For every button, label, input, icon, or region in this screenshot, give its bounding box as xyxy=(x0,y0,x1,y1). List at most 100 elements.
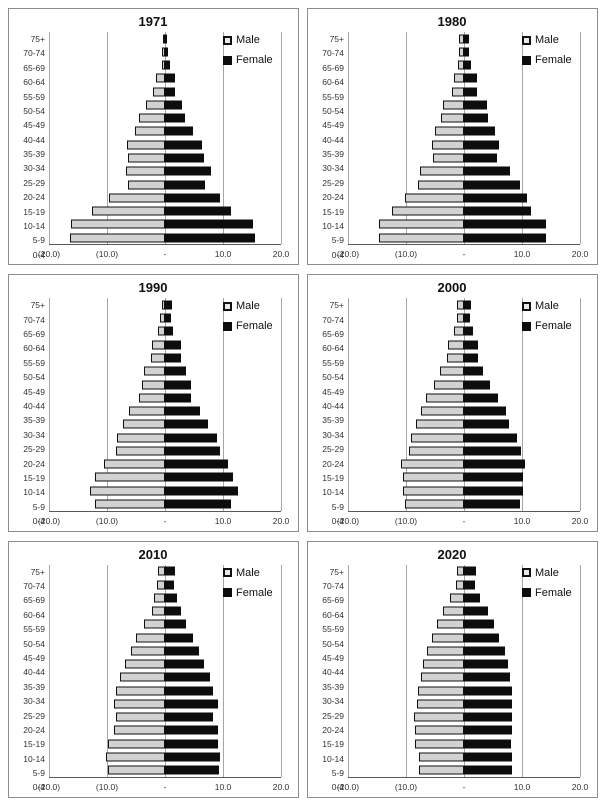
bar-row xyxy=(348,85,580,98)
legend-label: Female xyxy=(236,54,273,66)
bar-row xyxy=(348,112,580,125)
legend-item-female: Female xyxy=(223,320,273,332)
bar-row xyxy=(348,684,580,697)
male-bar xyxy=(446,353,464,363)
male-bar xyxy=(418,765,464,775)
x-tick-label: (10.0) xyxy=(95,249,119,260)
x-tick-label: (20.0) xyxy=(37,249,61,260)
x-tick-label: 10.0 xyxy=(513,782,531,792)
gridline xyxy=(107,564,108,777)
legend-label: Female xyxy=(535,54,572,66)
age-group-label: 60-64 xyxy=(23,77,45,88)
bar-row xyxy=(348,45,580,58)
male-bar xyxy=(400,459,464,469)
age-group-label: 45-49 xyxy=(23,386,45,397)
age-group-label: 60-64 xyxy=(322,609,344,620)
female-bar xyxy=(464,340,478,350)
bar-row xyxy=(49,578,281,591)
male-bar xyxy=(403,472,464,482)
bar-row xyxy=(49,378,281,391)
male-bar xyxy=(435,126,464,136)
male-bar xyxy=(161,60,165,70)
bar-row xyxy=(348,711,580,724)
age-group-label: 30-34 xyxy=(23,429,45,440)
x-tick-label: 10.0 xyxy=(214,782,232,792)
age-group-label: 5-9 xyxy=(32,235,45,246)
x-tick-label: (10.0) xyxy=(394,782,418,792)
age-group-label: 5-9 xyxy=(331,501,344,512)
age-group-label: 50-54 xyxy=(23,638,45,649)
male-swatch-icon xyxy=(522,301,531,311)
bar-row xyxy=(49,351,281,364)
gridline xyxy=(223,564,224,777)
male-bar xyxy=(403,486,464,496)
legend-item-male: Male xyxy=(522,567,572,579)
male-bar xyxy=(113,699,165,709)
gridline xyxy=(464,564,465,777)
male-bar xyxy=(443,100,464,110)
age-group-label: 55-59 xyxy=(23,91,45,102)
female-bar xyxy=(165,313,171,323)
plot-area: Male Female xyxy=(348,564,581,778)
bar-row xyxy=(348,591,580,604)
x-tick-label: 20.0 xyxy=(571,782,589,792)
age-group-label: 40-44 xyxy=(23,134,45,145)
male-bar xyxy=(457,300,464,310)
female-bar xyxy=(464,672,510,682)
age-group-label: 60-64 xyxy=(322,343,344,354)
female-bar xyxy=(165,87,176,97)
age-group-label: 65-69 xyxy=(23,329,45,340)
bar-row xyxy=(49,737,281,750)
female-bar xyxy=(165,233,256,243)
female-bar xyxy=(165,633,193,643)
male-bar xyxy=(450,593,464,603)
male-bar xyxy=(94,472,165,482)
plot-column: Male Female (20.0) (10.0) - 10.0 20.0 xyxy=(38,32,289,262)
legend-item-female: Female xyxy=(223,54,273,66)
x-axis-labels: (20.0) (10.0) - 10.0 20.0 xyxy=(337,778,588,795)
age-group-label: 20-24 xyxy=(322,458,344,469)
male-bar xyxy=(432,153,464,163)
female-bar xyxy=(464,406,506,416)
male-bar xyxy=(161,300,165,310)
legend: Male Female xyxy=(522,567,572,607)
bar-row xyxy=(49,565,281,578)
pyramid-panel-2000: 2000 75+ 70-74 65-69 60-64 55-59 50-54 45-49 40-… xyxy=(307,274,598,532)
plot-column: Male Female (20.0) (10.0) - 10.0 20.0 xyxy=(337,564,588,795)
female-bar xyxy=(464,34,470,44)
x-axis-labels: (20.0) (10.0) - 10.0 20.0 xyxy=(38,512,289,529)
female-swatch-icon xyxy=(522,321,531,331)
age-group-label: 40-44 xyxy=(322,401,344,411)
y-axis-labels: 75+ 70-74 65-69 60-64 55-59 50-54 45-49 40-44 35… xyxy=(311,298,348,528)
x-axis-labels: (20.0) (10.0) - 10.0 20.0 xyxy=(38,778,289,795)
x-tick-label: - xyxy=(462,782,466,792)
male-bar xyxy=(158,326,165,336)
age-group-label: 60-64 xyxy=(23,609,45,620)
x-tick-label: 20.0 xyxy=(571,515,589,526)
male-bar xyxy=(410,433,464,443)
age-group-label: 75+ xyxy=(329,300,344,311)
female-bar xyxy=(464,206,531,216)
age-group-label: 45-49 xyxy=(23,652,45,663)
bar-row xyxy=(49,431,281,444)
gridline xyxy=(281,298,282,511)
female-bar xyxy=(464,712,512,722)
bar-row xyxy=(49,404,281,417)
age-group-label: 30-34 xyxy=(23,163,45,174)
bar-row xyxy=(49,191,281,204)
female-bar xyxy=(165,73,176,83)
bar-row xyxy=(49,391,281,404)
age-group-label: 20-24 xyxy=(23,724,45,735)
bar-row xyxy=(348,497,580,510)
age-group-label: 65-69 xyxy=(23,62,45,73)
age-group-label: 70-74 xyxy=(23,314,45,325)
gridline xyxy=(348,298,349,511)
age-group-label: 25-29 xyxy=(322,177,344,188)
legend-item-male: Male xyxy=(522,34,572,46)
age-group-label: 65-69 xyxy=(322,595,344,606)
bar-row xyxy=(348,204,580,217)
male-bar xyxy=(126,140,165,150)
male-bar xyxy=(94,499,165,509)
age-group-label: 20-24 xyxy=(322,192,344,203)
